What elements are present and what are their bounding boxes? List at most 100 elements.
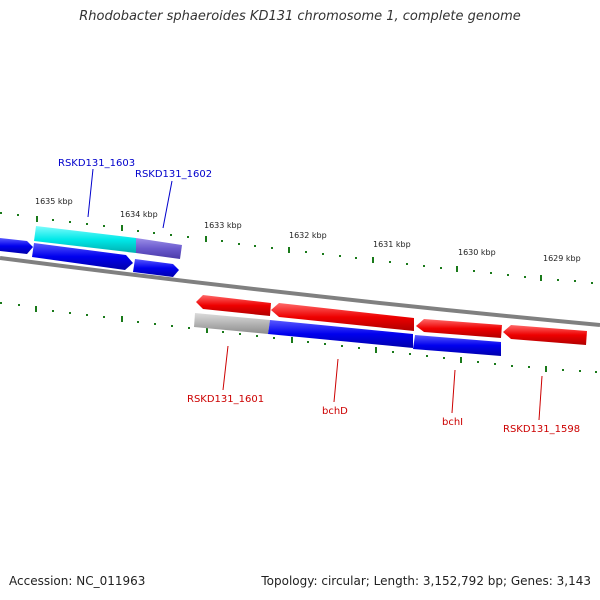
tick	[170, 234, 172, 236]
tick	[238, 243, 240, 245]
tick	[473, 270, 475, 272]
tick	[511, 365, 513, 367]
tick-major	[36, 216, 38, 222]
tick	[86, 223, 88, 225]
ruler-label: 1630 kbp	[458, 248, 496, 257]
gene-rskd131-1603-highlight[interactable]	[34, 226, 136, 253]
chromosome-backbone	[0, 256, 600, 327]
tick	[153, 232, 155, 234]
tick-major	[456, 266, 458, 272]
tick-major	[206, 327, 208, 333]
gene-label[interactable]: RSKD131_1601	[187, 394, 264, 405]
tick	[18, 304, 20, 306]
tick-major	[460, 357, 462, 363]
tick	[52, 219, 54, 221]
gene-label[interactable]: RSKD131_1598	[503, 424, 580, 435]
tick	[137, 230, 139, 232]
tick	[273, 337, 275, 339]
leader-rskd131-1602	[162, 180, 173, 229]
tick	[507, 274, 509, 276]
tick	[595, 371, 597, 373]
tick	[528, 366, 530, 368]
cds-forward-arrow[interactable]	[32, 243, 133, 270]
leader-bchi	[451, 369, 456, 414]
cds-reverse-arrow[interactable]	[271, 303, 414, 331]
tick	[103, 225, 105, 227]
tick	[222, 331, 224, 333]
tick	[358, 347, 360, 349]
ruler-label: 1632 kbp	[289, 231, 327, 240]
tick	[324, 343, 326, 345]
tick	[409, 353, 411, 355]
tick	[86, 314, 88, 316]
tick	[187, 236, 189, 238]
lower-ruler	[0, 302, 597, 373]
tick-major	[121, 316, 123, 322]
accession-text: Accession: NC_011963	[9, 574, 146, 588]
tick	[494, 363, 496, 365]
map-title: Rhodobacter sphaeroides KD131 chromosome…	[79, 9, 521, 24]
ruler-label: 1633 kbp	[204, 221, 242, 230]
cds-forward-block[interactable]	[413, 335, 501, 356]
tick	[0, 302, 2, 304]
gene-rskd131-1601-pseudo[interactable]	[194, 313, 270, 334]
upper-gene-track	[0, 226, 182, 277]
tick	[524, 276, 526, 278]
tick	[256, 335, 258, 337]
tick	[355, 257, 357, 259]
tick	[389, 261, 391, 263]
tick	[305, 251, 307, 253]
tick	[341, 345, 343, 347]
tick	[69, 221, 71, 223]
cds-forward-block[interactable]	[268, 320, 413, 348]
tick	[406, 263, 408, 265]
tick	[69, 312, 71, 314]
tick	[322, 253, 324, 255]
gene-label[interactable]: bchI	[442, 417, 463, 428]
tick-major	[121, 225, 123, 231]
tick	[490, 272, 492, 274]
leader-rskd131-1603	[87, 168, 94, 218]
ruler-label: 1635 kbp	[35, 197, 73, 206]
tick	[171, 325, 173, 327]
tick-major	[205, 236, 207, 242]
genome-summary-text: Topology: circular; Length: 3,152,792 bp…	[261, 574, 591, 588]
tick	[443, 357, 445, 359]
ruler-label: 1634 kbp	[120, 210, 158, 219]
tick	[426, 355, 428, 357]
tick	[591, 282, 593, 284]
tick-major	[35, 306, 37, 312]
gene-label[interactable]: bchD	[322, 406, 348, 417]
tick	[0, 212, 2, 214]
ruler-label: 1631 kbp	[373, 240, 411, 249]
cds-reverse-arrow[interactable]	[416, 319, 502, 338]
tick	[137, 321, 139, 323]
tick	[562, 369, 564, 371]
tick-major	[288, 247, 290, 253]
cds-reverse-arrow[interactable]	[503, 325, 587, 345]
cds-forward-arrow[interactable]	[133, 259, 179, 277]
cds-forward-arrow[interactable]	[0, 238, 33, 254]
gene-label[interactable]: RSKD131_1602	[135, 169, 212, 180]
tick	[423, 265, 425, 267]
gene-rskd131-1602-highlight[interactable]	[136, 238, 182, 259]
tick	[17, 214, 19, 216]
gene-labels: RSKD131_1603 RSKD131_1602 RSKD131_1601 b…	[58, 158, 580, 435]
tick	[239, 333, 241, 335]
tick	[154, 323, 156, 325]
tick	[221, 240, 223, 242]
tick	[339, 255, 341, 257]
tick-major	[545, 366, 547, 372]
tick-major	[375, 347, 377, 353]
gene-label[interactable]: RSKD131_1603	[58, 158, 135, 169]
tick-major	[291, 337, 293, 343]
leader-rskd131-1598	[538, 375, 543, 421]
cds-reverse-arrow[interactable]	[196, 295, 271, 316]
tick	[574, 280, 576, 282]
tick	[103, 316, 105, 318]
label-leaders	[87, 168, 543, 421]
tick	[440, 267, 442, 269]
tick	[477, 361, 479, 363]
tick	[307, 341, 309, 343]
